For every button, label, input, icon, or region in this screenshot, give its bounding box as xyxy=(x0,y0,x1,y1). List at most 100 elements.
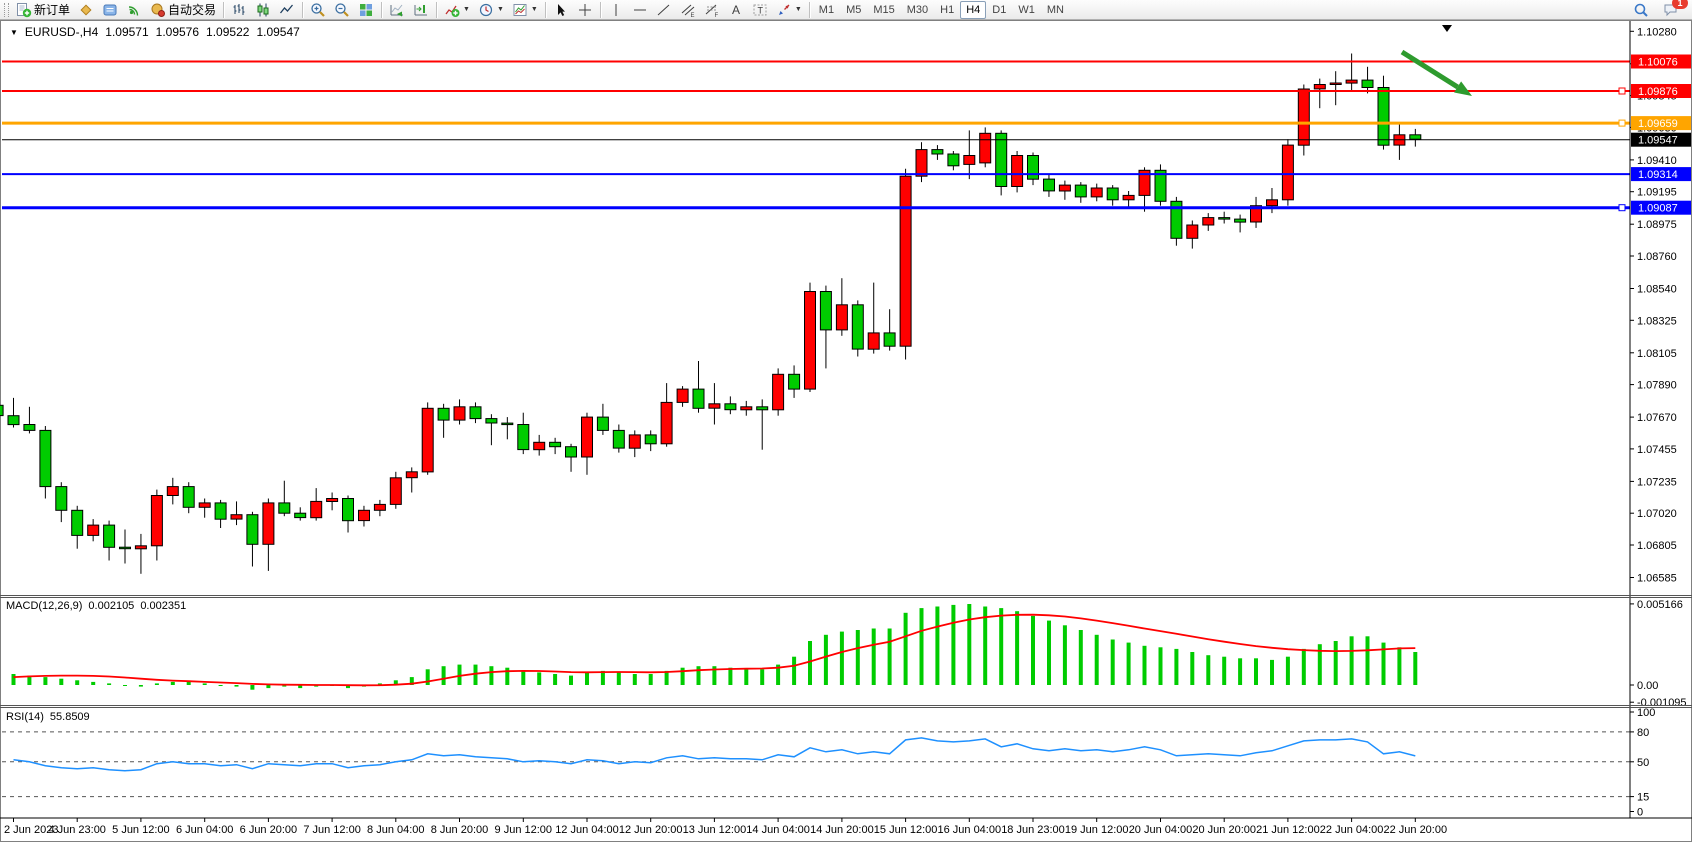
search-button[interactable] xyxy=(1629,0,1653,20)
svg-text:1.08105: 1.08105 xyxy=(1637,348,1677,360)
svg-text:12 Jun 04:00: 12 Jun 04:00 xyxy=(555,824,619,836)
templates-button[interactable]: ▼ xyxy=(508,0,542,20)
indicators-icon xyxy=(444,2,460,18)
quote-panel-toggle-icon[interactable]: ▼ xyxy=(10,27,18,37)
new-order-icon xyxy=(16,2,32,18)
tf-d1[interactable]: D1 xyxy=(992,3,1007,16)
svg-text:1.10280: 1.10280 xyxy=(1637,26,1677,38)
channel-button[interactable]: E xyxy=(676,0,700,20)
cursor-icon xyxy=(553,2,569,18)
gold-cube-icon xyxy=(78,2,94,18)
svg-text:1.08540: 1.08540 xyxy=(1637,284,1677,296)
template-icon xyxy=(512,2,528,18)
arrows-icon xyxy=(776,2,792,18)
line-chart-icon xyxy=(279,2,295,18)
signals-button[interactable] xyxy=(122,0,146,20)
price-axis[interactable]: 1.102801.100601.098451.096301.094101.091… xyxy=(1629,21,1691,841)
autotrading-button[interactable]: 自动交易 xyxy=(146,0,220,20)
candles-layer xyxy=(0,53,1422,574)
clock-icon xyxy=(478,2,494,18)
tf-mn[interactable]: MN xyxy=(1046,3,1064,16)
zoom-in-icon xyxy=(310,2,326,18)
toolbar-separator xyxy=(599,1,601,18)
svg-text:1.07670: 1.07670 xyxy=(1637,412,1677,424)
svg-text:-0.001095: -0.001095 xyxy=(1637,697,1687,709)
crosshair-icon xyxy=(577,2,593,18)
new-order-button[interactable]: 新订单 xyxy=(12,0,74,20)
chart-shift-button[interactable] xyxy=(409,0,433,20)
zoom-in-button[interactable] xyxy=(306,0,330,20)
tf-m5[interactable]: M5 xyxy=(846,3,862,16)
tf-h1[interactable]: H1 xyxy=(940,3,955,16)
chart-shift-marker[interactable] xyxy=(1442,25,1452,32)
svg-text:19 Jun 12:00: 19 Jun 12:00 xyxy=(1065,824,1129,836)
svg-text:1.09087: 1.09087 xyxy=(1638,203,1678,215)
trendline-icon xyxy=(656,2,672,18)
svg-text:20 Jun 20:00: 20 Jun 20:00 xyxy=(1192,824,1256,836)
signal-icon xyxy=(126,2,142,18)
svg-text:5 Jun 12:00: 5 Jun 12:00 xyxy=(112,824,170,836)
svg-text:1.09314: 1.09314 xyxy=(1638,169,1678,181)
main-toolbar: 新订单 自动交易 ▼ ▼ ▼ E F A T ▼ M1 M5 M15 M30 H1 H4 D1 W1 MN 1 xyxy=(0,0,1692,20)
svg-text:0.005166: 0.005166 xyxy=(1637,599,1683,611)
horizontal-line-button[interactable] xyxy=(628,0,652,20)
candlestick-button[interactable] xyxy=(251,0,275,20)
text-label-icon: T xyxy=(752,2,768,18)
svg-text:E: E xyxy=(690,13,694,18)
tf-m15[interactable]: M15 xyxy=(873,3,895,16)
channel-icon: E xyxy=(680,2,696,18)
cursor-button[interactable] xyxy=(549,0,573,20)
tf-m1[interactable]: M1 xyxy=(818,3,835,16)
chevron-down-icon[interactable]: ▼ xyxy=(496,6,504,13)
tf-m30[interactable]: M30 xyxy=(906,3,929,16)
chevron-down-icon[interactable]: ▼ xyxy=(530,6,538,13)
svg-text:22 Jun 04:00: 22 Jun 04:00 xyxy=(1320,824,1384,836)
market-watch-button[interactable] xyxy=(98,0,122,20)
auto-scroll-button[interactable] xyxy=(385,0,409,20)
svg-text:T: T xyxy=(757,5,763,15)
quote-low: 1.09522 xyxy=(206,25,250,39)
svg-text:F: F xyxy=(714,13,718,18)
chat-button[interactable]: 1 xyxy=(1659,0,1688,20)
svg-text:0: 0 xyxy=(1637,807,1643,819)
chart-shift-icon xyxy=(413,2,429,18)
trendline-button[interactable] xyxy=(652,0,676,20)
chevron-down-icon[interactable]: ▼ xyxy=(794,6,802,13)
text-button[interactable]: A xyxy=(724,0,748,20)
chart-canvas[interactable]: 1.102801.100601.098451.096301.094101.091… xyxy=(0,20,1692,842)
toolbar-separator xyxy=(223,1,225,18)
toolbar-separator xyxy=(302,1,304,18)
tf-w1[interactable]: W1 xyxy=(1018,3,1035,16)
tf-h4[interactable]: H4 xyxy=(960,0,987,19)
chart-area[interactable]: 1.102801.100601.098451.096301.094101.091… xyxy=(0,20,1692,842)
hline-icon xyxy=(632,2,648,18)
chevron-down-icon[interactable]: ▼ xyxy=(463,6,470,13)
rsi-name: RSI(14) xyxy=(6,711,44,723)
horizontal-lines-layer[interactable] xyxy=(2,60,1630,212)
svg-text:7 Jun 12:00: 7 Jun 12:00 xyxy=(303,824,361,836)
tile-windows-button[interactable] xyxy=(354,0,378,20)
periods-button[interactable]: ▼ xyxy=(474,0,508,20)
bar-chart-button[interactable] xyxy=(227,0,251,20)
line-chart-button[interactable] xyxy=(275,0,299,20)
svg-text:80: 80 xyxy=(1637,727,1649,739)
svg-text:A: A xyxy=(732,3,740,17)
zoom-out-button[interactable] xyxy=(330,0,354,20)
svg-text:1.06585: 1.06585 xyxy=(1637,573,1677,585)
pane-separators[interactable] xyxy=(0,595,1692,708)
trend-arrow-annotation[interactable] xyxy=(1400,49,1472,96)
fibonacci-button[interactable]: F xyxy=(700,0,724,20)
charts-button[interactable] xyxy=(74,0,98,20)
svg-text:21 Jun 12:00: 21 Jun 12:00 xyxy=(1256,824,1320,836)
vertical-line-button[interactable] xyxy=(604,0,628,20)
crosshair-button[interactable] xyxy=(573,0,597,20)
toolbar-separator xyxy=(436,1,438,18)
svg-text:1.10076: 1.10076 xyxy=(1638,57,1678,69)
quote-close: 1.09547 xyxy=(256,25,300,39)
macd-name: MACD(12,26,9) xyxy=(6,600,83,612)
arrows-button[interactable]: ▼ xyxy=(772,0,806,20)
text-label-button[interactable]: T xyxy=(748,0,772,20)
indicators-button[interactable]: ▼ xyxy=(440,0,474,20)
toolbar-grip[interactable] xyxy=(4,2,9,17)
